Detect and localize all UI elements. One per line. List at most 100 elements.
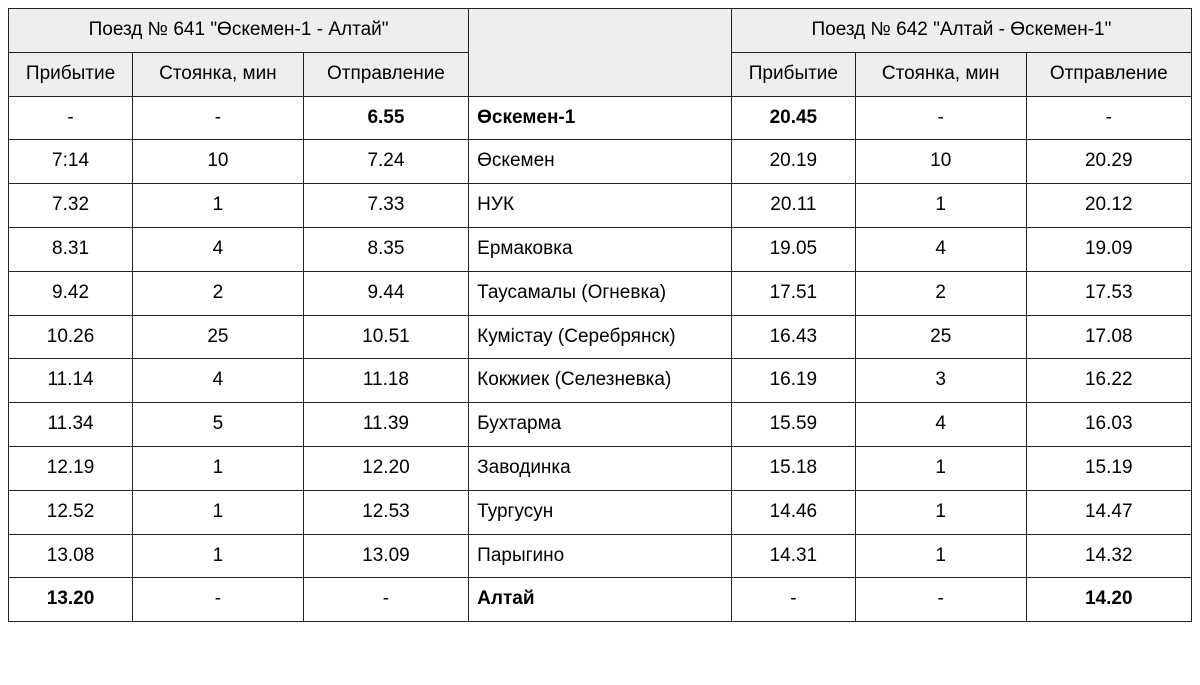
right-arrival: 20.19	[731, 140, 855, 184]
left-stop: 4	[133, 359, 304, 403]
train-left-title: Поезд № 641 "Өскемен-1 - Алтай"	[9, 9, 469, 53]
left-stop: 5	[133, 403, 304, 447]
right-stop: 1	[855, 184, 1026, 228]
right-stop: 4	[855, 403, 1026, 447]
left-stop: 1	[133, 534, 304, 578]
station-name: Өскемен-1	[469, 96, 732, 140]
right-departure: 16.22	[1026, 359, 1191, 403]
left-arrival: 12.52	[9, 490, 133, 534]
left-arrival: 13.20	[9, 578, 133, 622]
right-stop: -	[855, 578, 1026, 622]
train-right-title: Поезд № 642 "Алтай - Өскемен-1"	[731, 9, 1191, 53]
left-stop: 1	[133, 446, 304, 490]
train-schedule-table: Поезд № 641 "Өскемен-1 - Алтай" Поезд № …	[8, 8, 1192, 622]
right-stop: 4	[855, 227, 1026, 271]
left-arrival: 13.08	[9, 534, 133, 578]
left-departure: 7.33	[303, 184, 468, 228]
right-departure: 14.32	[1026, 534, 1191, 578]
table-row: 11.14411.18Кокжиек (Селезневка)16.19316.…	[9, 359, 1192, 403]
left-arrival: 8.31	[9, 227, 133, 271]
right-arrival: 15.18	[731, 446, 855, 490]
left-arrival: 7:14	[9, 140, 133, 184]
left-departure: 8.35	[303, 227, 468, 271]
table-row: 11.34511.39Бухтарма15.59416.03	[9, 403, 1192, 447]
right-arrival: 15.59	[731, 403, 855, 447]
right-arrival: 19.05	[731, 227, 855, 271]
table-row: 13.08113.09Парыгино14.31114.32	[9, 534, 1192, 578]
table-header: Поезд № 641 "Өскемен-1 - Алтай" Поезд № …	[9, 9, 1192, 97]
left-arrival: 10.26	[9, 315, 133, 359]
station-name: НУК	[469, 184, 732, 228]
right-arrival: 16.19	[731, 359, 855, 403]
left-departure: 10.51	[303, 315, 468, 359]
right-stop: 1	[855, 534, 1026, 578]
right-arrival: 14.46	[731, 490, 855, 534]
station-name: Кумістау (Серебрянск)	[469, 315, 732, 359]
right-departure: 16.03	[1026, 403, 1191, 447]
station-name: Тургусун	[469, 490, 732, 534]
left-departure: -	[303, 578, 468, 622]
station-name: Өскемен	[469, 140, 732, 184]
right-stop: 25	[855, 315, 1026, 359]
station-header-blank	[469, 9, 732, 97]
table-row: 7.3217.33НУК20.11120.12	[9, 184, 1192, 228]
left-stop: 4	[133, 227, 304, 271]
right-departure: 14.47	[1026, 490, 1191, 534]
table-row: --6.55Өскемен-120.45--	[9, 96, 1192, 140]
table-row: 12.19112.20Заводинка15.18115.19	[9, 446, 1192, 490]
left-stop: 2	[133, 271, 304, 315]
right-arrival: 14.31	[731, 534, 855, 578]
left-stop: 25	[133, 315, 304, 359]
table-row: 9.4229.44Таусамалы (Огневка)17.51217.53	[9, 271, 1192, 315]
left-departure: 12.20	[303, 446, 468, 490]
station-name: Алтай	[469, 578, 732, 622]
station-name: Парыгино	[469, 534, 732, 578]
left-departure: 7.24	[303, 140, 468, 184]
right-stop: 1	[855, 446, 1026, 490]
station-name: Ермаковка	[469, 227, 732, 271]
col-left-stop: Стоянка, мин	[133, 52, 304, 96]
left-stop: 1	[133, 490, 304, 534]
station-name: Заводинка	[469, 446, 732, 490]
left-departure: 6.55	[303, 96, 468, 140]
station-name: Бухтарма	[469, 403, 732, 447]
left-departure: 11.39	[303, 403, 468, 447]
station-name: Таусамалы (Огневка)	[469, 271, 732, 315]
left-departure: 9.44	[303, 271, 468, 315]
right-arrival: 16.43	[731, 315, 855, 359]
right-stop: 10	[855, 140, 1026, 184]
left-arrival: 12.19	[9, 446, 133, 490]
col-left-departure: Отправление	[303, 52, 468, 96]
left-stop: 10	[133, 140, 304, 184]
table-row: 7:14107.24Өскемен20.191020.29	[9, 140, 1192, 184]
right-stop: -	[855, 96, 1026, 140]
station-name: Кокжиек (Селезневка)	[469, 359, 732, 403]
right-departure: -	[1026, 96, 1191, 140]
left-departure: 13.09	[303, 534, 468, 578]
right-departure: 17.08	[1026, 315, 1191, 359]
right-stop: 1	[855, 490, 1026, 534]
right-departure: 17.53	[1026, 271, 1191, 315]
left-arrival: -	[9, 96, 133, 140]
left-departure: 11.18	[303, 359, 468, 403]
right-stop: 3	[855, 359, 1026, 403]
right-arrival: 17.51	[731, 271, 855, 315]
left-stop: -	[133, 578, 304, 622]
col-right-arrival: Прибытие	[731, 52, 855, 96]
table-row: 10.262510.51Кумістау (Серебрянск)16.4325…	[9, 315, 1192, 359]
right-arrival: 20.11	[731, 184, 855, 228]
right-departure: 14.20	[1026, 578, 1191, 622]
table-body: --6.55Өскемен-120.45--7:14107.24Өскемен2…	[9, 96, 1192, 622]
col-right-stop: Стоянка, мин	[855, 52, 1026, 96]
right-departure: 20.29	[1026, 140, 1191, 184]
left-arrival: 11.34	[9, 403, 133, 447]
right-arrival: -	[731, 578, 855, 622]
left-arrival: 9.42	[9, 271, 133, 315]
left-departure: 12.53	[303, 490, 468, 534]
left-stop: -	[133, 96, 304, 140]
left-arrival: 11.14	[9, 359, 133, 403]
right-departure: 19.09	[1026, 227, 1191, 271]
right-departure: 20.12	[1026, 184, 1191, 228]
right-departure: 15.19	[1026, 446, 1191, 490]
left-arrival: 7.32	[9, 184, 133, 228]
